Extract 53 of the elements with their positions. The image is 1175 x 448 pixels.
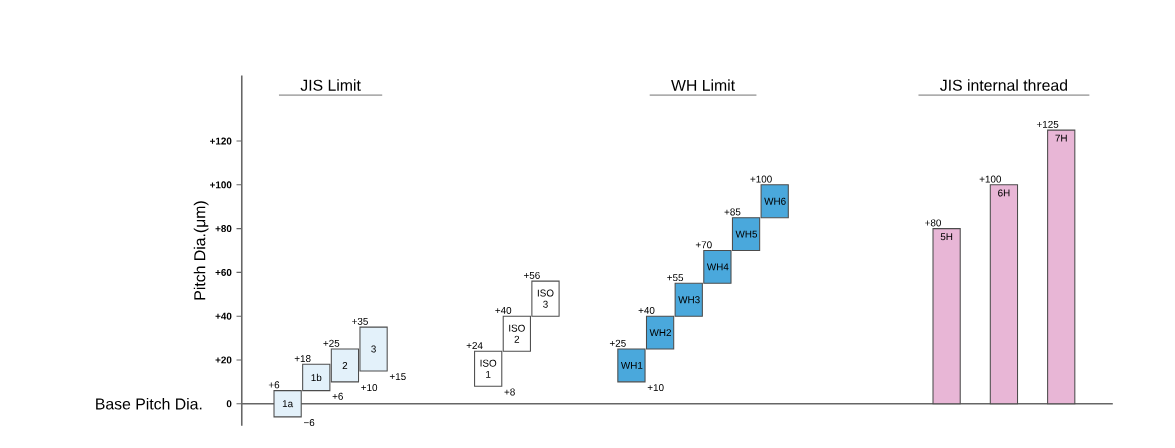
annotation: +6: [268, 381, 280, 389]
y-tick-label: 0: [226, 400, 232, 408]
annotation: +15: [389, 372, 406, 380]
annotation: +24: [466, 341, 483, 349]
annotation: +70: [695, 241, 712, 249]
y-tick-label: +20: [215, 356, 232, 364]
x-tick-label: WH2: [649, 328, 672, 336]
annotation: +10: [361, 383, 378, 391]
x-tick-label: 1a: [282, 400, 294, 408]
x-tick-label: ISO 2: [509, 324, 525, 343]
annotation: JIS Limit: [300, 79, 361, 91]
annotation: +40: [495, 306, 512, 314]
y-tick-label: +40: [215, 312, 232, 320]
annotation: +18: [294, 354, 311, 362]
annotation: +6: [332, 392, 343, 400]
y-tick-label: +120: [210, 137, 232, 145]
annotation: +100: [979, 175, 1002, 183]
x-tick-label: WH5: [735, 230, 758, 238]
annotation: +10: [647, 383, 664, 391]
annotation: +35: [352, 317, 368, 325]
x-tick-label: ISO 1: [480, 359, 497, 378]
annotation: +56: [523, 271, 540, 279]
annotation: JIS internal thread: [940, 79, 1067, 91]
annotation: +125: [1036, 120, 1059, 128]
annotation: +8: [504, 388, 515, 396]
y-tick-label: +60: [215, 268, 232, 276]
annotation: WH Limit: [671, 79, 735, 91]
x-tick-label: 3: [371, 345, 376, 353]
annotation: −6: [303, 418, 315, 426]
annotation: +25: [323, 339, 340, 347]
y-axis-title: Pitch Dia.(μm): [193, 201, 209, 300]
x-tick-label: 7H: [1055, 134, 1067, 142]
annotation: +100: [750, 175, 772, 183]
x-tick-label: WH4: [706, 263, 729, 271]
annotation: +85: [724, 208, 741, 216]
annotation: +40: [638, 306, 655, 314]
bar: [932, 227, 961, 405]
annotation: +55: [667, 274, 684, 281]
x-tick-label: 2: [342, 361, 348, 369]
text: Base Pitch Dia.: [96, 397, 202, 410]
x-tick-label: 5H: [940, 233, 953, 240]
y-tick-label: +80: [215, 224, 232, 232]
annotation: +25: [609, 339, 626, 347]
y-tick-label: +100: [210, 181, 232, 189]
annotation: +80: [925, 219, 941, 227]
x-tick-label: 1b: [311, 373, 322, 381]
x-tick-label: ISO 3: [537, 289, 554, 308]
bar: [989, 184, 1019, 405]
x-tick-label: WH3: [678, 296, 700, 304]
x-tick-label: WH6: [764, 197, 786, 205]
bar: [1047, 129, 1076, 405]
x-tick-label: 6H: [998, 189, 1010, 197]
x-tick-label: WH1: [620, 361, 643, 369]
